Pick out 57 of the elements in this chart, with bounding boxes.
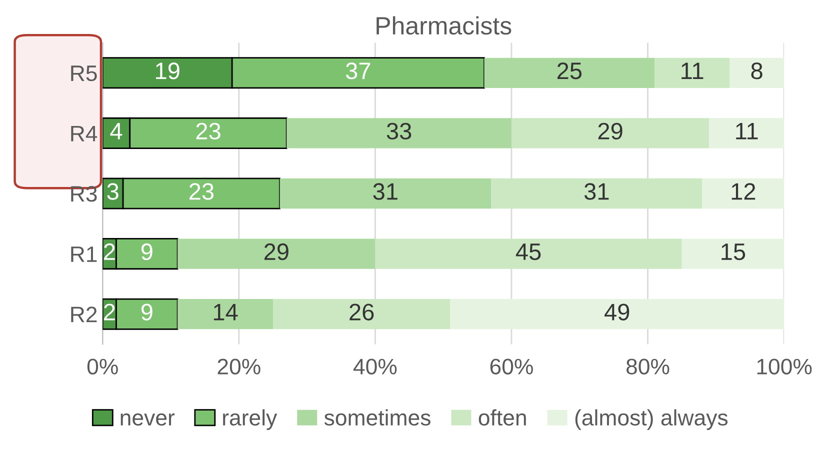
data-label: 29 (264, 243, 288, 260)
bar (511, 118, 710, 148)
data-label: 12 (732, 183, 756, 200)
x-tick-label: 40% (353, 358, 397, 374)
x-tick-label: 100% (757, 358, 812, 374)
data-label: 2 (104, 304, 115, 320)
bar (178, 299, 273, 330)
data-label: 3 (107, 183, 118, 200)
bar (272, 299, 450, 330)
y-tick-label: R3 (71, 186, 97, 202)
x-tick-label: 80% (626, 358, 670, 374)
data-label: 4 (110, 123, 122, 140)
y-tick-label: R5 (71, 66, 97, 82)
data-label: 9 (141, 304, 152, 320)
data-label: 14 (214, 304, 238, 320)
data-label: 19 (156, 62, 180, 80)
chart-title: Pharmacists (376, 16, 512, 35)
legend-label: sometimes (324, 409, 430, 426)
data-label: 11 (736, 123, 758, 140)
data-label: 23 (196, 122, 220, 140)
legend-label: (almost) always (575, 409, 728, 430)
data-label: 9 (141, 243, 152, 260)
bar (178, 238, 376, 269)
data-label: 49 (604, 304, 630, 320)
bar (450, 299, 784, 330)
legend-label: never (120, 413, 175, 426)
bar (484, 58, 655, 88)
data-label: 29 (598, 122, 622, 140)
y-tick-label: R4 (71, 126, 98, 142)
x-tick-label: 60% (490, 358, 533, 374)
data-label: 31 (584, 183, 609, 200)
data-label: 2 (104, 243, 115, 260)
bar (491, 178, 702, 209)
bar (375, 238, 682, 269)
bar (286, 118, 512, 148)
x-tick-label: 20% (218, 358, 260, 374)
y-tick-label: R2 (71, 306, 97, 322)
data-label: 45 (516, 244, 541, 260)
bar (280, 178, 492, 209)
data-label: 15 (722, 244, 746, 260)
bar (702, 178, 784, 209)
x-tick-label: 0% (87, 358, 118, 374)
data-label: 8 (751, 62, 762, 80)
data-label: 23 (189, 183, 214, 200)
legend-label: rarely (223, 409, 278, 430)
bar (709, 118, 784, 148)
data-label: 31 (373, 183, 398, 200)
data-label: 37 (346, 62, 370, 80)
bar (654, 58, 730, 88)
bar (682, 238, 784, 269)
legend-label: often (478, 409, 526, 426)
data-label: 11 (682, 62, 704, 80)
y-tick-label: R1 (71, 246, 97, 262)
data-label: 25 (557, 62, 582, 80)
data-label: 33 (386, 122, 412, 140)
data-label: 26 (350, 304, 374, 320)
bar (730, 58, 784, 88)
